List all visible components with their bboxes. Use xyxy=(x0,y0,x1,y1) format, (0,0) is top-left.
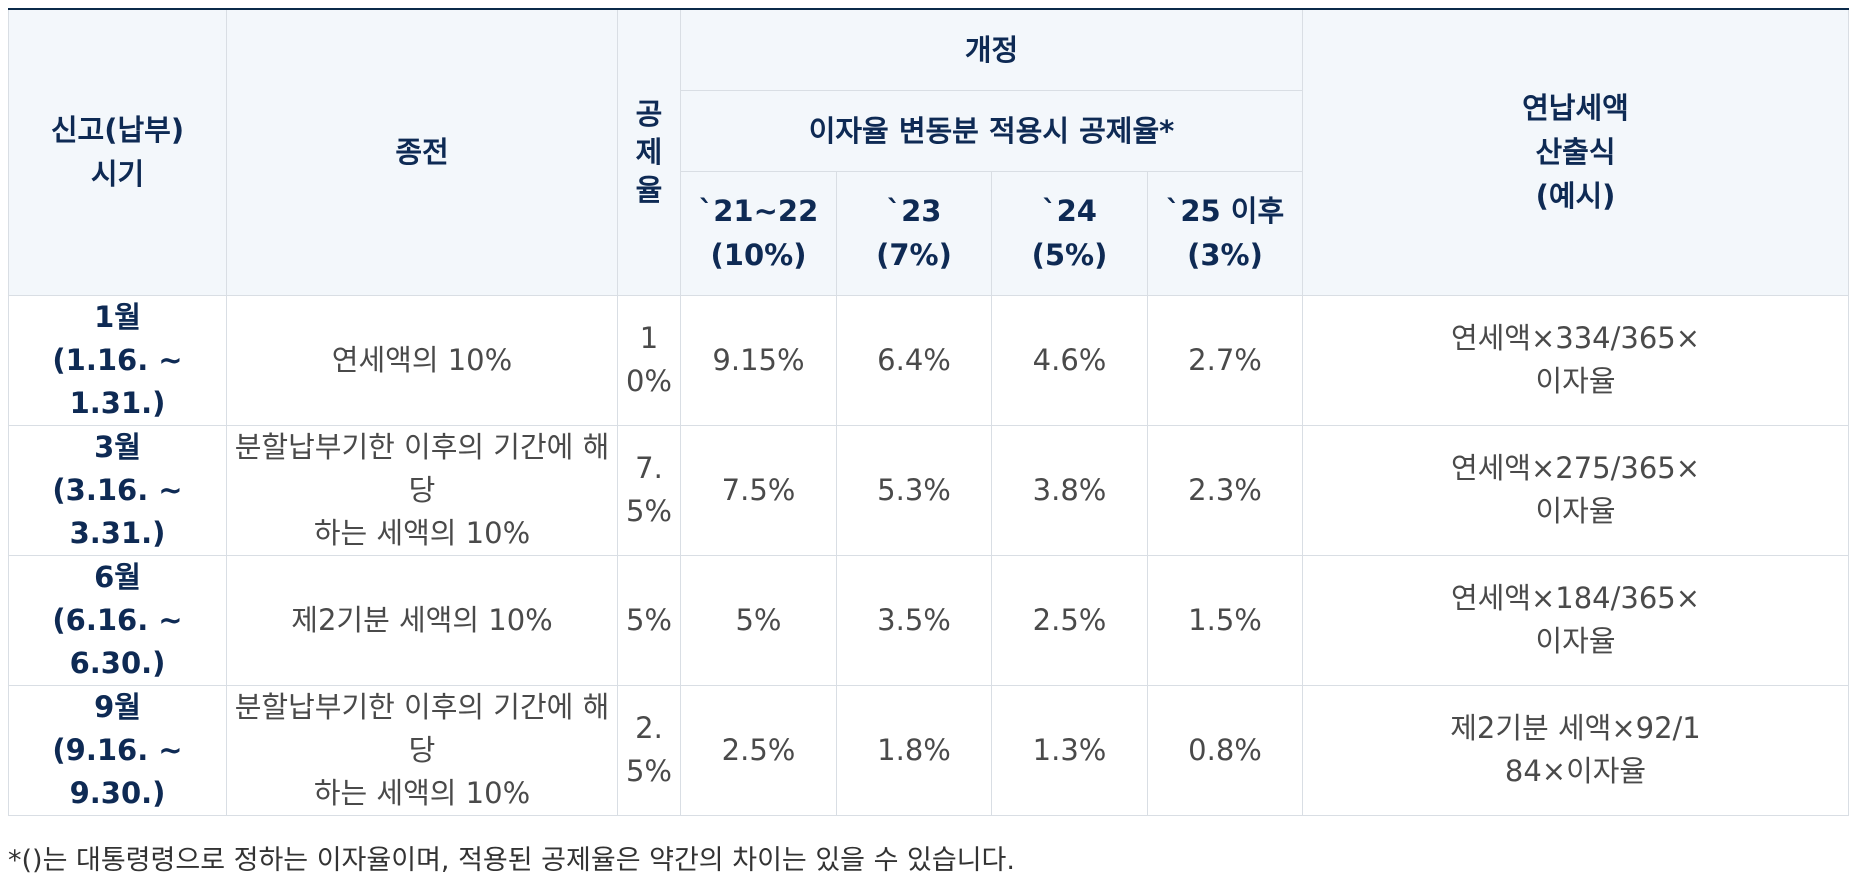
value-cell: 7.5% xyxy=(680,424,837,556)
table-row: 9월 (9.16. ~ 9.30.) 분할납부기한 이후의 기간에 해당 하는 … xyxy=(8,684,1849,816)
deduction-rate-cell: 7. 5% xyxy=(617,424,681,556)
header-deduction-rate: 공 제 율 xyxy=(617,8,681,296)
header-period: 신고(납부) 시기 xyxy=(8,8,227,296)
value-cell: 4.6% xyxy=(991,294,1148,426)
value-cell: 2.3% xyxy=(1147,424,1303,556)
old-rule-cell: 분할납부기한 이후의 기간에 해당 하는 세액의 10% xyxy=(226,684,618,816)
old-rule-cell: 제2기분 세액의 10% xyxy=(226,554,618,686)
footnote: *()는 대통령령으로 정하는 이자율이며, 적용된 공제율은 약간의 차이는 … xyxy=(8,845,1015,876)
header-revision: 개정 xyxy=(680,8,1303,91)
value-cell: 3.5% xyxy=(836,554,992,686)
value-cell: 1.3% xyxy=(991,684,1148,816)
value-cell: 5.3% xyxy=(836,424,992,556)
value-cell: 5% xyxy=(680,554,837,686)
old-rule-cell: 연세액의 10% xyxy=(226,294,618,426)
header-year-cell: `21~22 (10%) xyxy=(680,170,837,296)
value-cell: 2.5% xyxy=(991,554,1148,686)
deduction-rate-cell: 5% xyxy=(617,554,681,686)
table-row: 6월 (6.16. ~ 6.30.) 제2기분 세액의 10% 5% 5% 3.… xyxy=(8,554,1849,686)
period-cell: 6월 (6.16. ~ 6.30.) xyxy=(8,554,227,686)
deduction-rate-cell: 1 0% xyxy=(617,294,681,426)
formula-cell: 연세액×184/365× 이자율 xyxy=(1302,554,1849,686)
value-cell: 2.7% xyxy=(1147,294,1303,426)
header-year-cell: `24 (5%) xyxy=(991,170,1148,296)
value-cell: 1.8% xyxy=(836,684,992,816)
period-cell: 1월 (1.16. ~ 1.31.) xyxy=(8,294,227,426)
old-rule-cell: 분할납부기한 이후의 기간에 해당 하는 세액의 10% xyxy=(226,424,618,556)
formula-cell: 제2기분 세액×92/1 84×이자율 xyxy=(1302,684,1849,816)
value-cell: 2.5% xyxy=(680,684,837,816)
header-old: 종전 xyxy=(226,8,618,296)
tax-deduction-table: 신고(납부) 시기 종전 공 제 율 개정 연납세액 산출식 (예시) 이자율 … xyxy=(8,8,1849,816)
table-row: 1월 (1.16. ~ 1.31.) 연세액의 10% 1 0% 9.15% 6… xyxy=(8,294,1849,426)
period-cell: 9월 (9.16. ~ 9.30.) xyxy=(8,684,227,816)
tax-deduction-table-wrapper: 신고(납부) 시기 종전 공 제 율 개정 연납세액 산출식 (예시) 이자율 … xyxy=(8,8,1849,816)
value-cell: 3.8% xyxy=(991,424,1148,556)
header-year-cell: `23 (7%) xyxy=(836,170,992,296)
header-formula: 연납세액 산출식 (예시) xyxy=(1302,8,1849,296)
deduction-rate-cell: 2. 5% xyxy=(617,684,681,816)
table-body: 1월 (1.16. ~ 1.31.) 연세액의 10% 1 0% 9.15% 6… xyxy=(8,294,1849,816)
period-cell: 3월 (3.16. ~ 3.31.) xyxy=(8,424,227,556)
value-cell: 1.5% xyxy=(1147,554,1303,686)
formula-cell: 연세액×334/365× 이자율 xyxy=(1302,294,1849,426)
header-year-cell: `25 이후 (3%) xyxy=(1147,170,1303,296)
value-cell: 6.4% xyxy=(836,294,992,426)
value-cell: 0.8% xyxy=(1147,684,1303,816)
header-interest-label: 이자율 변동분 적용시 공제율* xyxy=(680,89,1303,172)
table-row: 3월 (3.16. ~ 3.31.) 분할납부기한 이후의 기간에 해당 하는 … xyxy=(8,424,1849,556)
table-header: 신고(납부) 시기 종전 공 제 율 개정 연납세액 산출식 (예시) 이자율 … xyxy=(8,8,1849,296)
value-cell: 9.15% xyxy=(680,294,837,426)
formula-cell: 연세액×275/365× 이자율 xyxy=(1302,424,1849,556)
